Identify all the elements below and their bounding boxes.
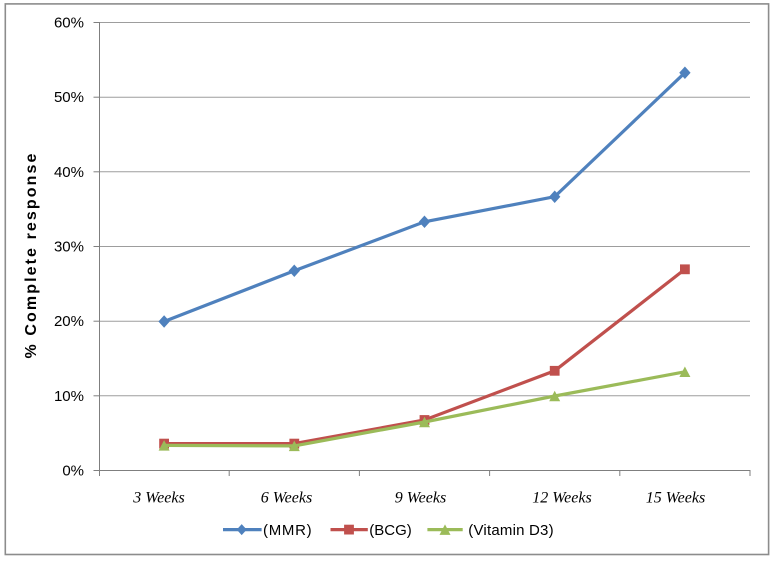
svg-text:(BCG): (BCG) [369, 522, 412, 539]
svg-text:10%: 10% [54, 388, 84, 405]
svg-text:60%: 60% [54, 15, 84, 32]
svg-text:15 Weeks: 15 Weeks [646, 490, 705, 507]
svg-text:20%: 20% [54, 313, 84, 330]
svg-text:9 Weeks: 9 Weeks [395, 490, 446, 507]
svg-text:3 Weeks: 3 Weeks [132, 490, 184, 507]
svg-text:% Complete response: % Complete response [23, 151, 40, 358]
svg-text:50%: 50% [54, 89, 84, 106]
svg-text:30%: 30% [54, 239, 84, 256]
svg-text:12 Weeks: 12 Weeks [532, 490, 591, 507]
svg-text:6 Weeks: 6 Weeks [261, 490, 312, 507]
svg-text:(Vitamin D3): (Vitamin D3) [468, 522, 553, 539]
svg-text:(MMR): (MMR) [263, 522, 312, 539]
svg-text:0%: 0% [62, 463, 84, 480]
svg-text:40%: 40% [54, 164, 84, 181]
